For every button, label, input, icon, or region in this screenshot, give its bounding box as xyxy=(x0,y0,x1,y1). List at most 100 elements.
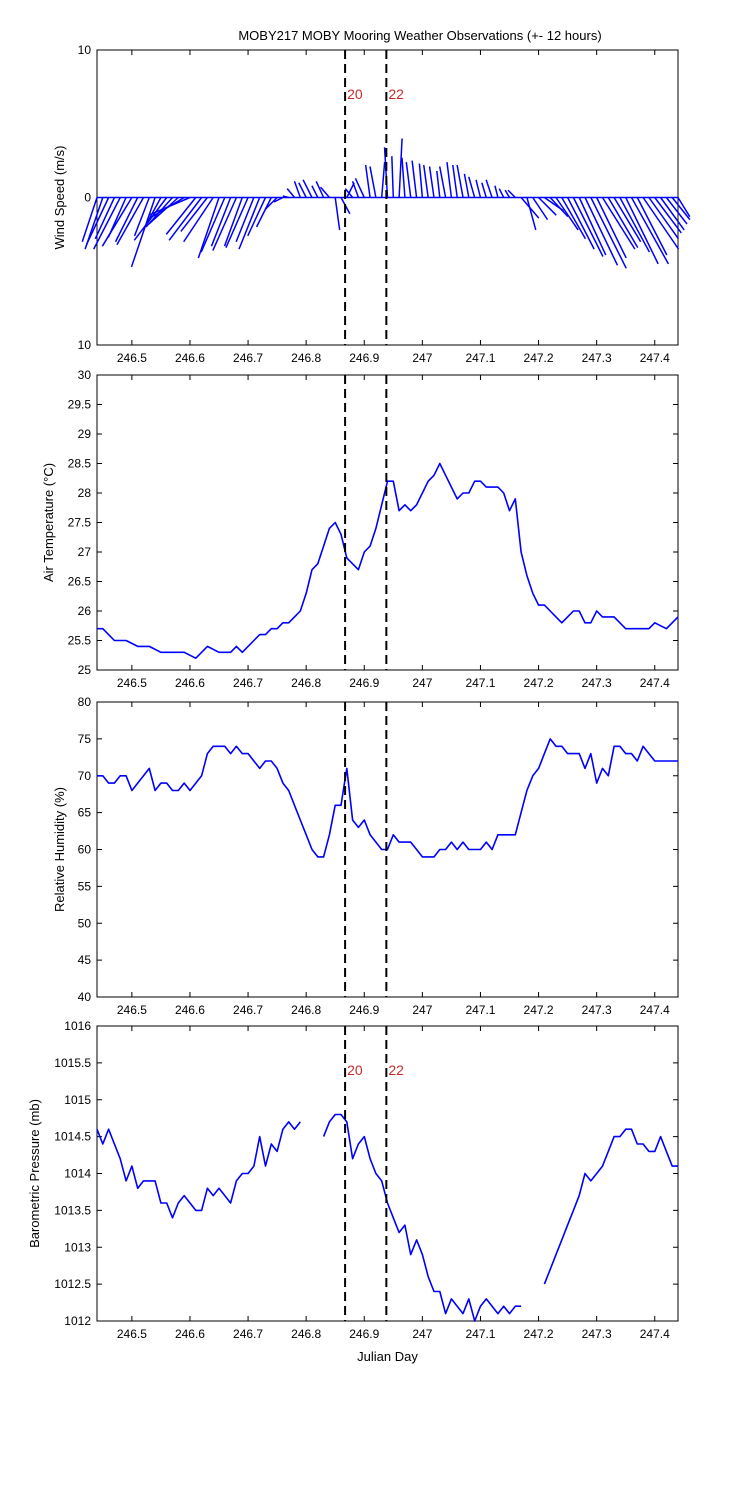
wind-vector xyxy=(636,197,668,256)
wind-vector xyxy=(498,188,505,198)
y-axis-label: Relative Humidity (%) xyxy=(52,787,67,912)
wind-vector xyxy=(625,197,659,265)
y-tick-label: 30 xyxy=(78,368,92,382)
wind-vector xyxy=(180,197,208,232)
x-tick-label: 246.6 xyxy=(175,1327,205,1341)
wind-vector xyxy=(380,162,386,198)
y-tick-label: 45 xyxy=(78,953,92,967)
wind-vector xyxy=(354,178,365,198)
y-tick-label: 1012.5 xyxy=(54,1277,91,1291)
wind-vector xyxy=(225,197,249,248)
x-tick-label: 247.3 xyxy=(582,676,612,690)
air-temperature-panel: 246.5 246.6 246.7 246.8 246.9 247 247.1 247.2 24… xyxy=(41,368,679,690)
wind-vector xyxy=(130,197,156,268)
data-line xyxy=(322,1113,522,1322)
y-tick-label: 10 xyxy=(78,338,92,352)
wind-vector xyxy=(456,164,464,198)
x-tick-label: 246.5 xyxy=(117,676,147,690)
wind-vector xyxy=(485,179,493,198)
wind-vector xyxy=(428,166,435,198)
wind-vector xyxy=(293,181,302,198)
y-tick-label: 40 xyxy=(78,990,92,1004)
x-tick-label: 247.2 xyxy=(524,351,554,365)
y-tick-label: 60 xyxy=(78,843,92,857)
wind-vector xyxy=(665,197,688,225)
wind-vector xyxy=(566,197,595,250)
wind-vector xyxy=(572,197,604,257)
x-tick-label: 246.9 xyxy=(349,1327,379,1341)
wind-vector xyxy=(273,196,284,203)
y-tick-label: 50 xyxy=(78,916,92,930)
wind-speed-panel: 246.5 246.6 246.7 246.8 246.9 247 247.1 247.2 24… xyxy=(52,43,691,365)
plot-frame xyxy=(96,374,679,671)
data-line xyxy=(96,1121,301,1219)
wind-vector xyxy=(446,162,453,198)
wind-vector xyxy=(526,197,537,231)
y-tick-label: 75 xyxy=(78,732,92,746)
y-tick-label: 28 xyxy=(78,486,92,500)
y-tick-label: 25 xyxy=(78,663,92,677)
wind-vector xyxy=(168,197,203,241)
wind-vector xyxy=(85,197,110,246)
plot-frame xyxy=(96,1025,679,1322)
x-tick-label: 246.9 xyxy=(349,676,379,690)
wind-vector xyxy=(555,197,579,231)
y-tick-label: 55 xyxy=(78,879,92,893)
wind-vector xyxy=(436,170,441,198)
wind-vector xyxy=(590,197,627,269)
wind-vector xyxy=(200,197,226,253)
x-tick-label: 246.7 xyxy=(233,351,263,365)
wind-vector xyxy=(183,197,214,243)
x-tick-label: 246.8 xyxy=(291,676,321,690)
wind-vector xyxy=(238,197,261,250)
relative-humidity-panel: 246.5 246.6 246.7 246.8 246.9 247 247.1 247.2 24… xyxy=(52,695,679,1017)
x-axis-label: Julian Day xyxy=(357,1349,418,1364)
x-tick-label: 246.5 xyxy=(117,351,147,365)
wind-vector xyxy=(114,197,139,243)
y-axis-label: Wind Speed (m/s) xyxy=(52,145,67,249)
wind-vector xyxy=(659,197,685,231)
wind-vector xyxy=(235,197,255,243)
figure-title: MOBY217 MOBY Mooring Weather Observation… xyxy=(238,28,601,43)
y-tick-label: 1015 xyxy=(64,1093,91,1107)
wind-vector xyxy=(197,197,220,259)
x-tick-label: 247 xyxy=(412,1327,432,1341)
y-tick-label: 70 xyxy=(78,769,92,783)
wind-vector xyxy=(507,189,516,199)
y-axis-label: Air Temperature (°C) xyxy=(41,463,56,582)
wind-vector xyxy=(94,197,116,240)
wind-vector xyxy=(463,173,470,198)
y-tick-label: 80 xyxy=(78,695,92,709)
y-tick-label: 1014 xyxy=(64,1167,91,1181)
y-tick-label: 1016 xyxy=(64,1019,91,1033)
wind-vector xyxy=(286,188,296,198)
wind-vector xyxy=(438,166,447,198)
wind-vector xyxy=(677,197,691,218)
event-marker-label: 20 xyxy=(347,1062,363,1078)
x-tick-label: 246.5 xyxy=(117,1327,147,1341)
wind-vector xyxy=(315,180,325,198)
x-tick-label: 247.4 xyxy=(640,1327,670,1341)
wind-vector xyxy=(494,185,499,198)
x-tick-label: 247.4 xyxy=(640,351,670,365)
y-tick-label: 0 xyxy=(84,191,91,205)
wind-vector xyxy=(165,197,197,235)
data-line xyxy=(97,738,678,858)
event-marker-label: 20 xyxy=(347,86,363,102)
y-tick-label: 25.5 xyxy=(68,634,92,648)
y-tick-label: 1015.5 xyxy=(54,1056,91,1070)
wind-vector xyxy=(619,197,651,253)
x-tick-label: 247.2 xyxy=(524,676,554,690)
x-tick-label: 246.6 xyxy=(175,1003,205,1017)
x-tick-label: 247.4 xyxy=(640,676,670,690)
y-tick-label: 26.5 xyxy=(68,575,92,589)
wind-vector xyxy=(601,197,636,250)
y-tick-label: 1012 xyxy=(64,1314,91,1328)
x-tick-label: 246.8 xyxy=(291,351,321,365)
x-tick-label: 246.8 xyxy=(291,1327,321,1341)
wind-vector xyxy=(282,195,289,199)
wind-vector xyxy=(468,176,476,198)
wind-vector xyxy=(452,164,458,198)
wind-vector xyxy=(595,197,627,259)
